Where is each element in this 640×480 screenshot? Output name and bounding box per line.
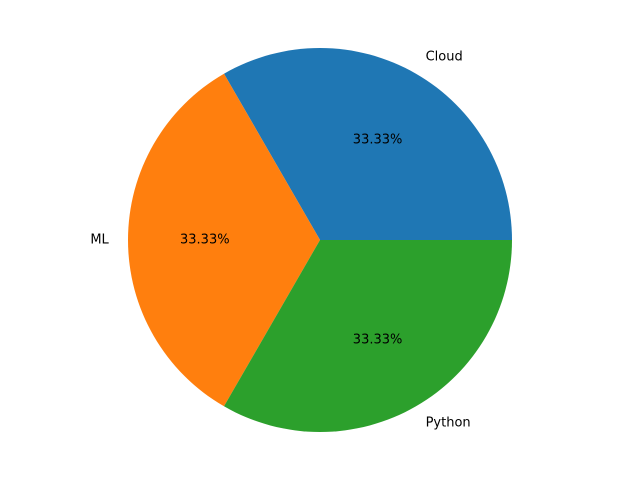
pie-slice-python: [224, 240, 512, 432]
pie-slice-cloud: [224, 48, 512, 240]
slices-layer: [128, 48, 512, 432]
pie-slice-ml: [128, 73, 320, 407]
pie-category-label: ML: [90, 233, 109, 248]
labels-layer: 33.33% Cloud 33.33% ML 33.33% Python: [90, 50, 470, 431]
pie-category-label: Cloud: [426, 50, 463, 65]
pie-percent-label: 33.33%: [180, 233, 230, 248]
pie-category-label: Python: [426, 415, 471, 430]
pie-percent-label: 33.33%: [353, 133, 403, 148]
pie-percent-label: 33.33%: [353, 332, 403, 347]
